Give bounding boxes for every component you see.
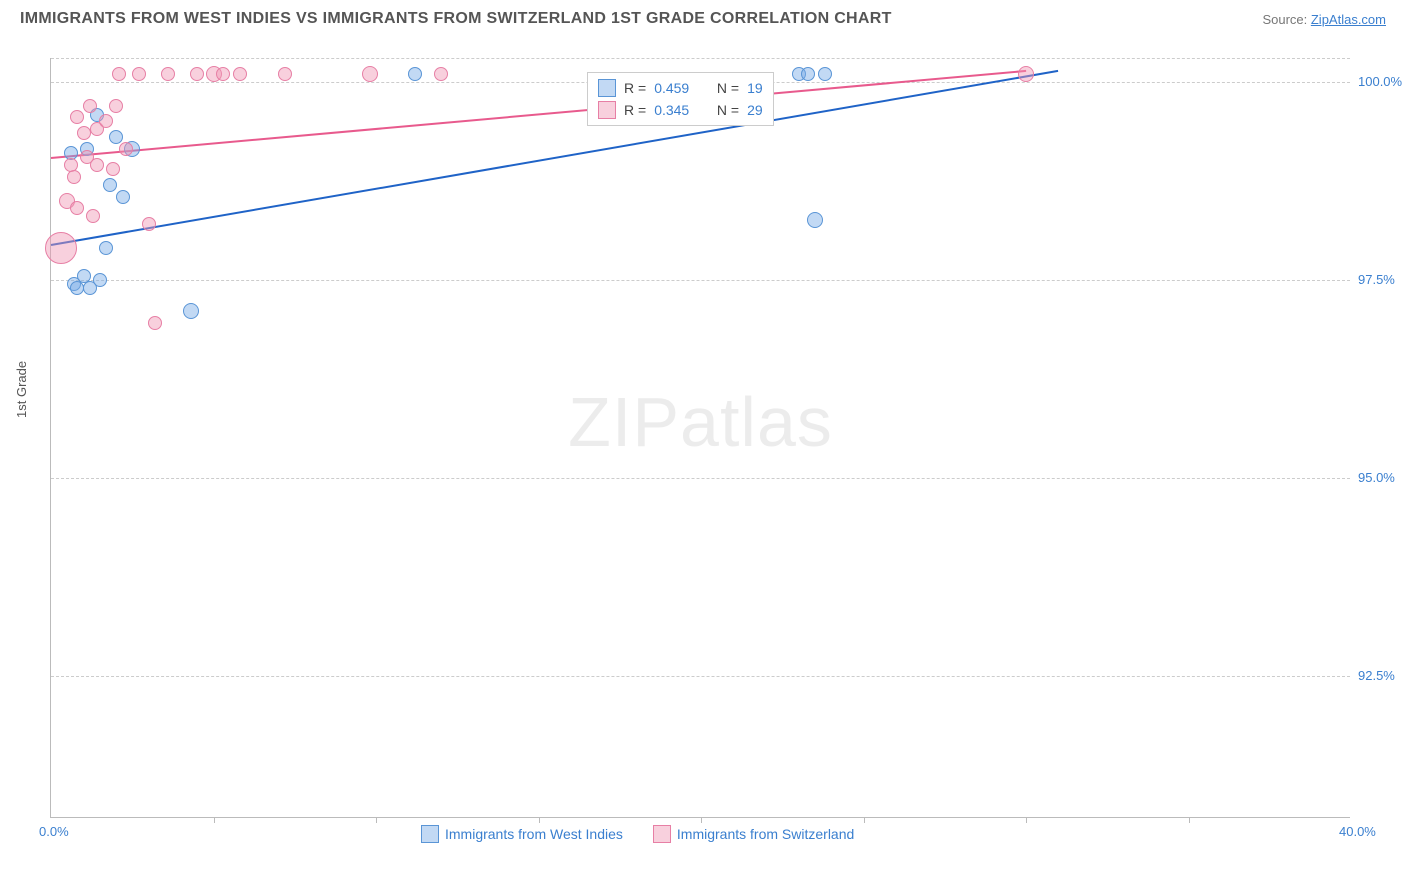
correlation-legend: R = 0.459 N = 19R = 0.345 N = 29: [587, 72, 774, 126]
data-point: [116, 190, 130, 204]
data-point: [119, 142, 133, 156]
legend-row: R = 0.459 N = 19: [598, 77, 763, 99]
x-tick-mark: [864, 817, 865, 823]
chart-area: 1st Grade ZIPatlas 92.5%95.0%97.5%100.0%…: [40, 48, 1390, 858]
data-point: [112, 67, 126, 81]
data-point: [132, 67, 146, 81]
y-tick-label: 97.5%: [1358, 272, 1406, 287]
gridline: [51, 58, 1350, 59]
source-credit: Source: ZipAtlas.com: [1262, 12, 1386, 27]
data-point: [216, 67, 230, 81]
x-tick-mark: [214, 817, 215, 823]
trend-line: [51, 70, 1059, 246]
data-point: [109, 99, 123, 113]
data-point: [103, 178, 117, 192]
data-point: [90, 158, 104, 172]
y-tick-label: 100.0%: [1358, 74, 1406, 89]
data-point: [190, 67, 204, 81]
y-tick-label: 95.0%: [1358, 470, 1406, 485]
gridline: [51, 478, 1350, 479]
legend-label: Immigrants from Switzerland: [677, 826, 854, 842]
data-point: [161, 67, 175, 81]
x-tick-label: 40.0%: [1339, 824, 1376, 839]
data-point: [86, 209, 100, 223]
data-point: [106, 162, 120, 176]
legend-swatch: [653, 825, 671, 843]
data-point: [109, 130, 123, 144]
data-point: [67, 170, 81, 184]
data-point: [142, 217, 156, 231]
chart-title: IMMIGRANTS FROM WEST INDIES VS IMMIGRANT…: [20, 10, 892, 28]
x-tick-mark: [1026, 817, 1027, 823]
data-point: [99, 114, 113, 128]
trend-line: [51, 70, 1026, 159]
x-tick-mark: [701, 817, 702, 823]
x-tick-mark: [539, 817, 540, 823]
data-point: [45, 232, 77, 264]
legend-label: Immigrants from West Indies: [445, 826, 623, 842]
data-point: [77, 126, 91, 140]
y-tick-label: 92.5%: [1358, 668, 1406, 683]
plot-region: ZIPatlas 92.5%95.0%97.5%100.0%0.0%40.0%R…: [50, 58, 1350, 818]
data-point: [148, 316, 162, 330]
data-point: [801, 67, 815, 81]
source-link[interactable]: ZipAtlas.com: [1311, 12, 1386, 27]
data-point: [83, 99, 97, 113]
data-point: [408, 67, 422, 81]
legend-row: R = 0.345 N = 29: [598, 99, 763, 121]
legend-swatch: [598, 101, 616, 119]
legend-swatch: [598, 79, 616, 97]
gridline: [51, 280, 1350, 281]
x-tick-mark: [376, 817, 377, 823]
legend-item: Immigrants from West Indies: [421, 825, 623, 843]
x-tick-mark: [1189, 817, 1190, 823]
data-point: [183, 303, 199, 319]
gridline: [51, 676, 1350, 677]
chart-header: IMMIGRANTS FROM WEST INDIES VS IMMIGRANT…: [0, 0, 1406, 33]
data-point: [93, 273, 107, 287]
data-point: [70, 201, 84, 215]
x-tick-label: 0.0%: [39, 824, 69, 839]
data-point: [70, 110, 84, 124]
data-point: [807, 212, 823, 228]
data-point: [818, 67, 832, 81]
data-point: [99, 241, 113, 255]
watermark: ZIPatlas: [568, 382, 833, 462]
legend-item: Immigrants from Switzerland: [653, 825, 854, 843]
data-point: [1018, 66, 1034, 82]
series-legend: Immigrants from West Indies Immigrants fr…: [421, 825, 854, 843]
data-point: [362, 66, 378, 82]
legend-swatch: [421, 825, 439, 843]
data-point: [278, 67, 292, 81]
y-axis-label: 1st Grade: [14, 361, 29, 418]
source-label: Source:: [1262, 12, 1310, 27]
data-point: [233, 67, 247, 81]
data-point: [434, 67, 448, 81]
